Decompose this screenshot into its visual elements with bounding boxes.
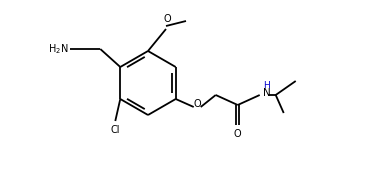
Text: N: N [263,88,270,98]
Text: O: O [163,14,171,24]
Text: H: H [263,82,270,90]
Text: H$_2$N: H$_2$N [48,42,68,56]
Text: O: O [194,99,202,109]
Text: Cl: Cl [110,125,120,135]
Text: O: O [234,129,241,139]
